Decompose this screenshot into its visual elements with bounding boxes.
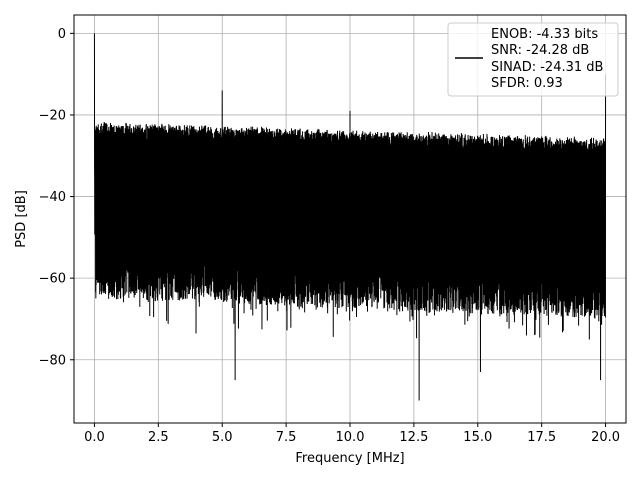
y-axis-label: PSD [dB]: [14, 190, 29, 248]
y-tick-label: −80: [39, 353, 66, 368]
psd-trace: [93, 33, 607, 401]
x-axis-label: Frequency [MHz]: [295, 451, 404, 466]
x-tick-label: 10.0: [336, 430, 365, 445]
y-axis: 0 −20 −40 −60 −80: [39, 27, 74, 368]
x-tick-label: 7.5: [276, 430, 297, 445]
legend-sinad: SINAD: -24.31 dB: [491, 60, 603, 75]
legend-snr: SNR: -24.28 dB: [491, 43, 589, 58]
y-tick-label: −40: [39, 190, 66, 205]
legend-sfdr: SFDR: 0.93: [491, 76, 563, 91]
y-tick-label: 0: [58, 27, 66, 42]
y-tick-label: −20: [39, 108, 66, 123]
x-tick-label: 0.0: [84, 430, 105, 445]
legend-enob: ENOB: -4.33 bits: [491, 27, 598, 42]
x-tick-label: 2.5: [148, 430, 169, 445]
x-tick-label: 15.0: [463, 430, 492, 445]
x-tick-label: 12.5: [399, 430, 428, 445]
x-axis: 0.0 2.5 5.0 7.5 10.0 12.5 15.0 17.5 20.0: [84, 423, 620, 445]
y-tick-label: −60: [39, 272, 66, 287]
x-tick-label: 17.5: [527, 430, 556, 445]
x-tick-label: 20.0: [591, 430, 620, 445]
legend: ENOB: -4.33 bits SNR: -24.28 dB SINAD: -…: [447, 22, 619, 97]
x-tick-label: 5.0: [212, 430, 233, 445]
legend-box: [447, 22, 619, 97]
